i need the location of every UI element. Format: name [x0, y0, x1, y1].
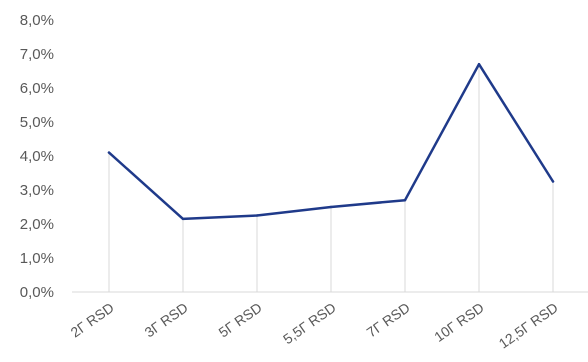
- y-tick-label: 2,0%: [20, 216, 54, 233]
- x-axis-ticks: 2Г RSD 3Г RSD 5Г RSD 5,5Г RSD 7Г RSD 10Г RSD 1…: [68, 299, 561, 351]
- x-tick-label: 7Г RSD: [364, 299, 413, 340]
- drop-lines: [108, 64, 554, 292]
- series-group: [107, 62, 555, 221]
- data-point: [551, 180, 555, 183]
- y-tick-label: 5,0%: [20, 114, 54, 131]
- data-point: [477, 62, 481, 66]
- x-tick-label: 3Г RSD: [142, 299, 191, 340]
- x-tick-label: 10Г RSD: [431, 299, 487, 345]
- x-tick-label: 5,5Г RSD: [280, 299, 339, 347]
- x-tick-label: 2Г RSD: [68, 299, 117, 340]
- y-tick-label: 8,0%: [20, 12, 54, 29]
- series-line: [107, 62, 555, 221]
- data-point: [329, 205, 333, 209]
- x-tick-label: 12,5Г RSD: [496, 299, 561, 351]
- y-tick-label: 4,0%: [20, 148, 54, 165]
- x-tick-label: 5Г RSD: [216, 299, 265, 340]
- y-axis-ticks: 0,0% 1,0% 2,0% 3,0% 4,0% 5,0% 6,0% 7,0% 8,0%: [20, 12, 54, 301]
- y-tick-label: 3,0%: [20, 182, 54, 199]
- data-point: [255, 214, 259, 217]
- data-point: [181, 217, 185, 221]
- y-tick-label: 7,0%: [20, 46, 54, 63]
- y-tick-label: 1,0%: [20, 250, 54, 267]
- y-tick-label: 6,0%: [20, 80, 54, 97]
- data-point: [403, 199, 407, 202]
- y-tick-label: 0,0%: [20, 284, 54, 301]
- data-point: [107, 151, 111, 154]
